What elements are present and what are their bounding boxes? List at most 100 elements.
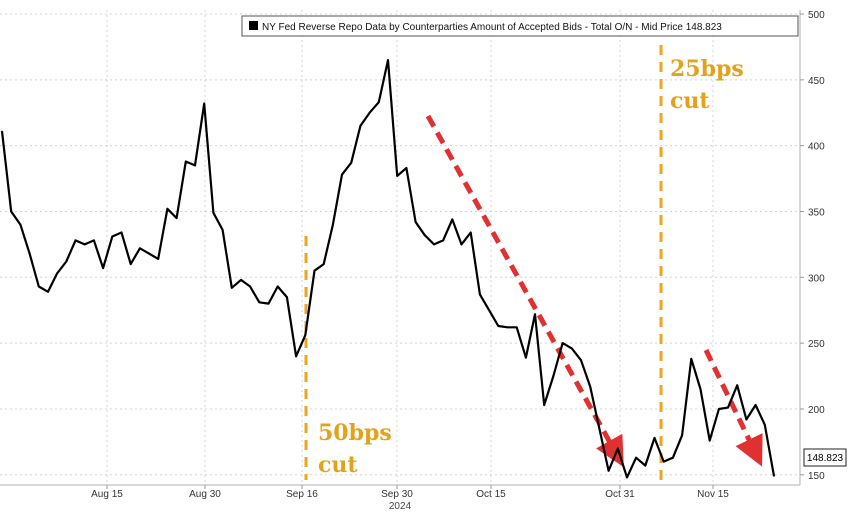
data-point (571, 347, 573, 349)
data-point (350, 162, 352, 164)
data-point (369, 112, 371, 114)
data-point (635, 457, 637, 459)
data-point (323, 263, 325, 265)
data-point (157, 258, 159, 260)
data-point (497, 325, 499, 327)
data-point (580, 359, 582, 361)
y-tick-label: 300 (808, 273, 825, 284)
data-point (102, 267, 104, 269)
data-point (442, 239, 444, 242)
data-point (644, 464, 646, 467)
x-tick-label: Nov 15 (697, 489, 729, 500)
year-label: 2024 (389, 501, 412, 512)
data-point (130, 263, 132, 265)
data-point (479, 293, 481, 296)
data-point (212, 212, 214, 214)
data-point (249, 285, 251, 288)
data-point (607, 470, 610, 472)
data-point (727, 407, 729, 409)
data-point (506, 326, 509, 328)
data-point (10, 210, 12, 213)
data-point (755, 404, 757, 406)
data-point (332, 224, 334, 226)
data-point (626, 476, 628, 479)
data-point (424, 234, 426, 236)
x-axis: Aug 15 Aug 30 Sep 16 Sep 30 Oct 15 Oct 31 Nov … (91, 485, 729, 500)
y-tick-label: 350 (808, 207, 825, 218)
data-point (313, 270, 316, 272)
data-point (718, 408, 720, 410)
data-point (359, 125, 362, 127)
y-tick-label: 150 (808, 471, 825, 482)
data-point (258, 301, 260, 303)
data-point (562, 342, 564, 344)
data-point (764, 424, 766, 426)
data-point (231, 287, 233, 289)
last-value-label: 148.823 (807, 453, 844, 464)
data-point (736, 384, 738, 386)
legend-swatch (249, 21, 258, 30)
data-point (396, 175, 398, 177)
x-tick-label: Oct 31 (605, 489, 635, 500)
data-point (203, 102, 205, 105)
data-point (672, 457, 674, 459)
data-point (240, 279, 242, 281)
data-point (690, 358, 692, 360)
data-point (1, 130, 3, 132)
y-tick-label: 450 (808, 76, 825, 87)
data-point (120, 231, 123, 234)
data-point (433, 243, 435, 245)
annotations: 50bps cut 25bps cut (304, 45, 763, 480)
data-point (543, 404, 545, 406)
data-point (194, 164, 196, 167)
data-point (304, 334, 306, 336)
data-point (405, 167, 407, 169)
data-point (773, 475, 775, 477)
data-point (341, 174, 343, 176)
data-point (598, 428, 600, 430)
x-tick-label: Sep 16 (286, 489, 318, 500)
data-point (617, 447, 619, 450)
x-tick-label: Sep 30 (381, 489, 413, 500)
data-point (139, 247, 141, 249)
annotation-25bps-cut: cut (670, 88, 710, 114)
data-point (221, 229, 224, 231)
y-tick-label: 200 (808, 405, 825, 416)
data-point (451, 218, 453, 220)
data-point (65, 260, 67, 263)
data-point (277, 285, 279, 288)
grid (0, 10, 800, 485)
legend-box (241, 15, 799, 37)
data-point (28, 253, 31, 255)
x-tick-label: Oct 15 (476, 489, 506, 500)
data-point (470, 231, 472, 234)
data-point (516, 326, 518, 328)
data-point (460, 243, 463, 245)
data-point (378, 101, 380, 103)
data-point (552, 375, 555, 377)
data-point (295, 355, 297, 357)
trend-arrow-1 (425, 114, 624, 468)
y-axis: 150 200 250 300 350 400 450 500 (800, 10, 825, 482)
data-point (47, 291, 49, 293)
data-point (166, 208, 169, 210)
data-point (525, 357, 527, 359)
series-layer (0, 59, 776, 479)
y-tick-label: 400 (808, 142, 825, 153)
data-point (148, 253, 150, 255)
data-point (185, 160, 187, 163)
y-tick-label: 250 (808, 339, 825, 350)
data-point (653, 437, 656, 439)
legend: NY Fed Reverse Repo Data by Counterparti… (241, 15, 799, 37)
last-value-box (803, 448, 847, 467)
y-tick-label: 500 (808, 10, 825, 21)
data-point (38, 285, 40, 288)
annotation-50bps: 50bps (318, 420, 392, 446)
data-point (176, 217, 178, 219)
data-point (709, 439, 711, 442)
data-point (534, 313, 536, 315)
legend-text: NY Fed Reverse Repo Data by Counterparti… (262, 22, 722, 33)
annotation-50bps-cut: cut (318, 452, 358, 478)
series-line (0, 59, 776, 479)
